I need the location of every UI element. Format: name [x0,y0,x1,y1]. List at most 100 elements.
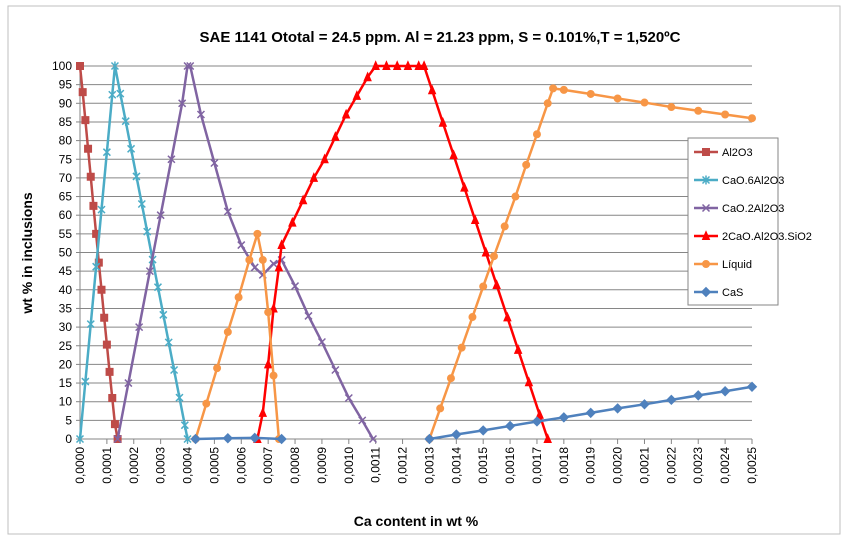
data-point [102,340,111,349]
data-point [86,319,95,329]
y-tick-label: 25 [59,339,73,353]
data-point [222,433,234,444]
data-point [234,293,243,302]
data-point [358,416,367,425]
data-point [298,194,308,205]
data-point [223,327,232,336]
data-point [132,171,141,181]
data-point [511,192,520,201]
y-tick-label: 70 [59,171,73,185]
data-point [531,416,543,427]
data-point [269,371,278,380]
data-point [532,130,541,139]
data-point [97,285,106,294]
x-tick-label: 0,0012 [396,447,410,484]
data-point [504,420,516,432]
x-tick-label: 0,0005 [207,447,221,484]
legend-box [687,137,779,306]
x-tick-label: 0,0023 [691,447,705,484]
data-point [719,386,731,397]
data-point [746,381,758,392]
data-point [127,144,136,154]
data-point [258,407,268,417]
data-point [419,60,429,70]
data-point [253,229,262,238]
data-point [427,84,437,95]
data-point [81,116,90,125]
data-point [89,201,98,210]
chart-title: SAE 1141 Ototal = 24.5 ppm. Al = 21.23 p… [200,29,681,46]
x-tick-label: 0,0007 [261,447,275,484]
legend-label: 2CaO.Al2O3.SiO2 [722,231,812,243]
data-point [317,337,326,347]
data-point [640,98,649,107]
data-point [477,425,489,436]
x-tick-label: 0,0006 [234,447,248,484]
data-point [78,88,87,97]
legend-marker [701,175,711,185]
y-tick-label: 65 [59,190,73,204]
data-point [288,216,297,227]
data-point [164,337,173,347]
y-tick-label: 55 [59,227,73,241]
data-point [156,211,165,220]
y-tick-label: 40 [59,283,73,297]
data-point [344,393,353,403]
data-point [481,246,491,257]
data-point [76,62,84,70]
data-point [304,311,313,320]
legend: Al2O3 CaO.6Al2O3 CaO.2Al2O3 2CaO.Al2O3.SiO2… [687,137,812,306]
data-point [263,358,273,369]
data-point [274,261,284,272]
data-point [558,412,570,423]
data-point [694,106,703,115]
data-point [639,399,650,410]
data-point [449,149,458,160]
data-point [721,110,730,119]
data-point [170,365,179,375]
data-point [108,90,117,100]
x-tick-label: 0,0017 [530,447,544,484]
data-point [693,390,704,401]
legend-label: CaS [722,287,743,299]
data-point [549,84,558,93]
data-point [446,374,455,383]
y-tick-label: 15 [59,376,73,390]
legend-label: CaO.6Al2O3 [722,175,784,187]
data-point [436,404,445,413]
data-point [535,409,544,419]
x-tick-label: 0,0001 [100,447,114,484]
y-tick-label: 95 [59,78,73,92]
data-point [667,103,676,112]
data-point [167,155,176,164]
data-point [586,89,595,98]
data-point [110,420,119,429]
data-point [457,343,466,352]
x-tick-label: 0,0013 [422,447,436,484]
data-point [143,227,152,237]
data-point [468,313,477,322]
series-line [256,64,549,440]
data-point [382,60,391,70]
data-point [75,434,85,444]
data-point [116,89,125,99]
data-point [124,379,133,388]
data-point [178,99,187,108]
x-tick-label: 0,0022 [664,447,678,484]
data-point [503,311,512,322]
data-point [666,394,677,406]
y-tick-label: 60 [59,208,73,222]
data-point [135,323,144,332]
data-point [612,403,623,414]
data-point [291,282,300,291]
data-point [341,108,351,119]
data-point [213,364,222,373]
data-point [331,131,340,141]
x-tick-label: 0,0002 [127,447,141,484]
data-point [102,147,111,157]
data-point [309,172,319,182]
data-point [403,60,413,70]
data-point [250,263,259,272]
data-point [237,241,246,250]
